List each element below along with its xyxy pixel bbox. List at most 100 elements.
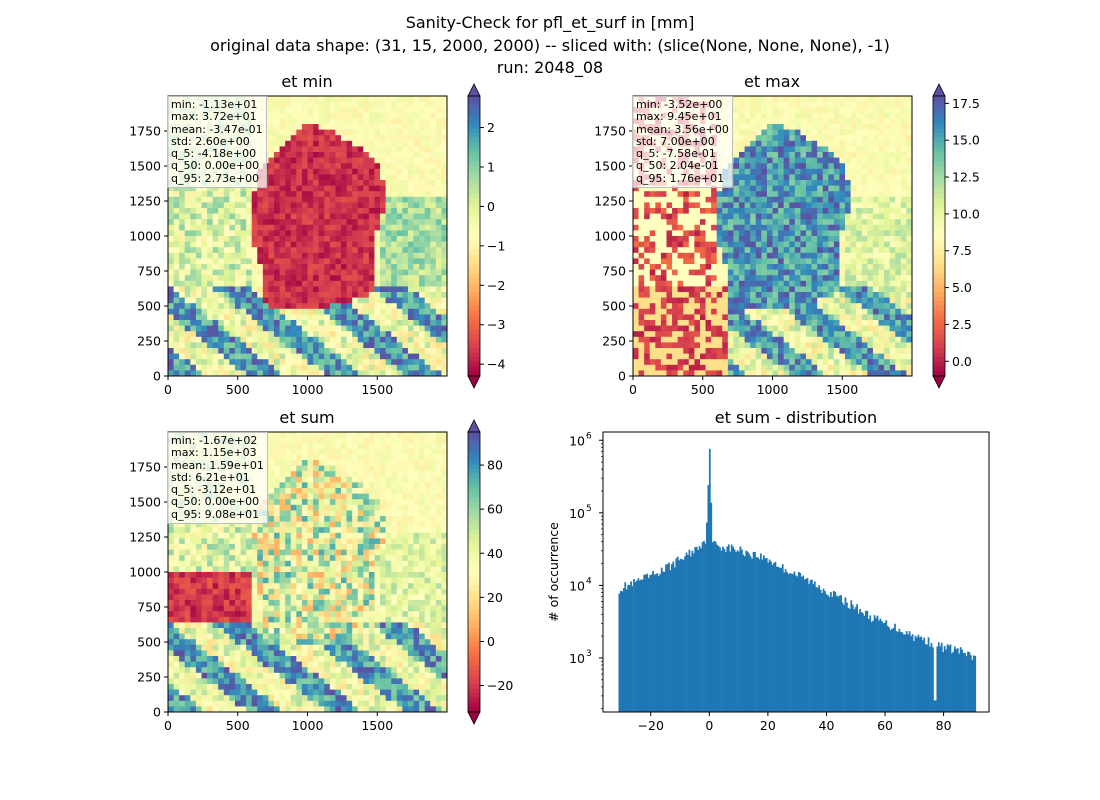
heatmap-cell: [419, 280, 426, 287]
heatmap-cell: [739, 174, 745, 181]
heatmap-cell: [240, 286, 247, 293]
heatmap-cell: [833, 163, 840, 170]
heatmap-cell: [346, 370, 353, 377]
heatmap-cell: [722, 247, 729, 254]
heatmap-cell: [633, 286, 639, 293]
heatmap-cell: [207, 370, 214, 377]
heatmap-cell: [794, 230, 801, 237]
heatmap-cell: [699, 252, 706, 259]
heatmap-cell: [195, 336, 202, 343]
heatmap-cell: [822, 342, 829, 349]
heatmap-cell: [229, 303, 236, 310]
heatmap-cell: [850, 174, 857, 181]
heatmap-cell: [318, 269, 325, 276]
heatmap-cell: [727, 208, 734, 214]
heatmap-cell: [419, 146, 426, 153]
heatmap-cell: [441, 314, 448, 321]
heatmap-cell: [705, 359, 712, 366]
heatmap-cell: [201, 230, 208, 237]
heatmap-cell: [402, 224, 409, 231]
heatmap-cell: [190, 208, 197, 214]
heatmap-cell: [368, 129, 375, 136]
heatmap-cell: [363, 331, 370, 338]
heatmap-cell: [290, 292, 297, 298]
heatmap-cell: [817, 118, 824, 125]
heatmap-cell: [435, 140, 442, 147]
heatmap-cell: [380, 342, 387, 349]
heatmap-cell: [750, 269, 757, 276]
heatmap-cell: [335, 275, 342, 282]
heatmap-cell: [856, 152, 863, 158]
heatmap-cell: [856, 157, 863, 164]
heatmap-cell: [391, 236, 398, 242]
heatmap-cell: [800, 174, 807, 181]
heatmap-cell: [274, 269, 280, 276]
heatmap-cell: [677, 297, 684, 304]
heatmap-cell: [346, 286, 353, 293]
heatmap-cell: [895, 297, 902, 304]
heatmap-cell: [727, 185, 734, 192]
heatmap-cell: [396, 157, 403, 164]
heatmap-cell: [329, 168, 336, 175]
heatmap-cell: [811, 370, 818, 377]
heatmap-cell: [660, 359, 667, 366]
heatmap-cell: [313, 308, 320, 315]
heatmap-cell: [833, 174, 840, 181]
heatmap-cell: [430, 180, 437, 186]
colorbar-segment: [468, 264, 480, 270]
heatmap-cell: [268, 336, 275, 343]
heatmap-cell: [274, 118, 280, 125]
heatmap-cell: [655, 185, 662, 192]
heatmap-cell: [711, 208, 718, 214]
heatmap-cell: [335, 174, 342, 181]
heatmap-cell: [694, 342, 701, 349]
heatmap-cell: [856, 213, 863, 220]
heatmap-cell: [638, 219, 645, 226]
heatmap-cell: [329, 191, 336, 198]
heatmap-cell: [856, 264, 863, 270]
heatmap-cell: [644, 370, 651, 377]
heatmap-cell: [638, 258, 645, 265]
heatmap-cell: [368, 252, 375, 259]
heatmap-cell: [666, 191, 673, 198]
heatmap-cell: [413, 152, 420, 158]
heatmap-cell: [335, 152, 342, 158]
heatmap-cell: [268, 269, 275, 276]
heatmap-cell: [396, 129, 403, 136]
heatmap-cell: [867, 348, 874, 354]
heatmap-cell: [861, 174, 868, 181]
heatmap-cell: [419, 303, 426, 310]
heatmap-cell: [335, 280, 342, 287]
heatmap-cell: [363, 202, 370, 209]
heatmap-cell: [750, 264, 757, 270]
heatmap-cell: [766, 342, 773, 349]
heatmap-cell: [430, 135, 437, 142]
colorbar-segment: [468, 250, 480, 256]
heatmap-cell: [755, 336, 762, 343]
heatmap-cell: [374, 202, 381, 209]
heatmap-cell: [290, 342, 297, 349]
heatmap-cell: [895, 191, 902, 198]
heatmap-cell: [811, 269, 818, 276]
heatmap-cell: [363, 224, 370, 231]
heatmap-cell: [772, 342, 779, 349]
heatmap-cell: [251, 336, 258, 343]
heatmap-cell: [800, 230, 807, 237]
heatmap-cell: [660, 230, 667, 237]
heatmap-cell: [234, 280, 241, 287]
heatmap-cell: [240, 247, 247, 254]
heatmap-cell: [251, 314, 258, 321]
heatmap-cell: [856, 320, 863, 326]
heatmap-cell: [666, 359, 673, 366]
heatmap-cell: [644, 224, 651, 231]
heatmap-cell: [683, 208, 690, 214]
heatmap-cell: [207, 196, 214, 203]
heatmap-cell: [772, 208, 779, 214]
heatmap-cell: [430, 140, 437, 147]
heatmap-cell: [413, 236, 420, 242]
heatmap-cell: [683, 202, 690, 209]
heatmap-cell: [878, 236, 885, 242]
heatmap-cell: [402, 135, 409, 142]
heatmap-cell: [778, 224, 785, 231]
heatmap-cell: [419, 174, 426, 181]
